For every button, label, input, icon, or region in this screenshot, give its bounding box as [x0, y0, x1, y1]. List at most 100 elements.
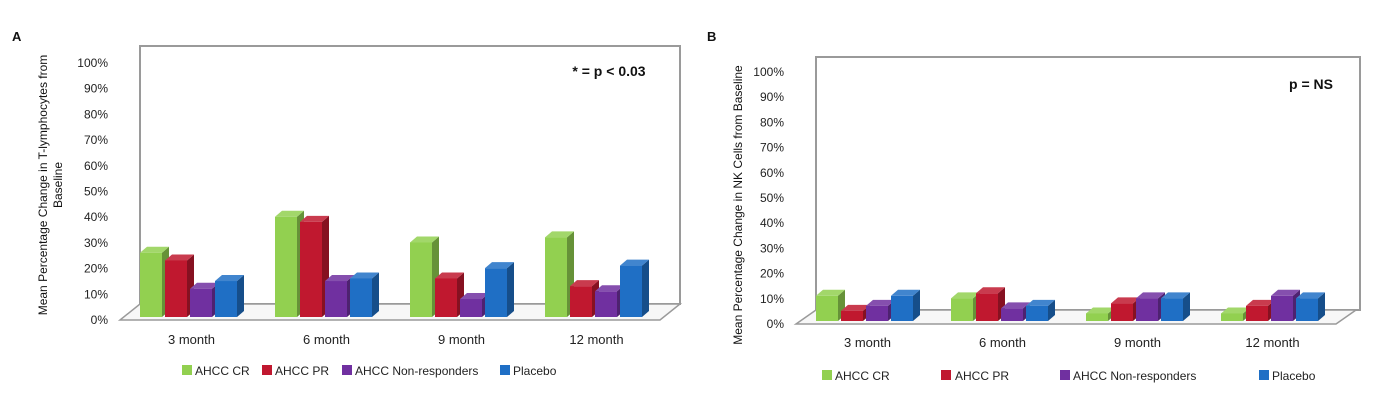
bar-side: [1048, 299, 1055, 321]
y-tick-label: 20%: [760, 267, 784, 281]
bar-top: [1136, 292, 1165, 299]
x-tick-label: 12 month: [569, 332, 623, 347]
bar: [620, 259, 649, 317]
panel-letter: B: [707, 29, 716, 44]
bar-top: [951, 292, 980, 299]
bar: [891, 289, 920, 321]
bar: [165, 254, 194, 317]
legend-swatch: [262, 365, 272, 375]
bar: [816, 289, 845, 321]
legend-label: AHCC Non-responders: [355, 364, 478, 378]
bar-top: [190, 282, 219, 289]
bar: [325, 275, 354, 317]
y-axis-label: Mean Percentage Change in T-lymphocytes …: [36, 55, 50, 316]
bar: [435, 272, 464, 317]
bar: [300, 215, 329, 317]
bar: [190, 282, 219, 317]
plot-floor: [793, 309, 1359, 325]
bar-top: [816, 289, 845, 296]
bar-front: [350, 278, 372, 317]
bar-top: [215, 275, 244, 282]
bar-front: [300, 221, 322, 317]
bar-front: [190, 288, 212, 317]
legend: AHCC CR AHCC PR AHCC Non-responders Placebo: [822, 369, 1316, 383]
legend-label: AHCC CR: [835, 369, 890, 383]
legend-label: AHCC CR: [195, 364, 250, 378]
y-axis-label: Mean Percentage Change in NK Cells from …: [731, 65, 745, 345]
panel-letter: A: [12, 29, 22, 44]
bar-front: [951, 298, 973, 321]
bar-top: [460, 293, 489, 300]
legend-swatch: [1259, 370, 1269, 380]
y-tick-label: 90%: [84, 82, 108, 96]
bar-top: [1246, 299, 1275, 306]
bar-side: [372, 272, 379, 317]
bar-front: [275, 216, 297, 317]
y-tick-label: 50%: [84, 185, 108, 199]
bar: [1271, 289, 1300, 321]
y-tick-label: 70%: [760, 141, 784, 155]
y-axis-label-line2: Baseline: [51, 162, 65, 208]
bar-front: [1246, 305, 1268, 321]
bar: [460, 293, 489, 317]
bar-top: [891, 289, 920, 296]
bar-front: [165, 260, 187, 317]
bar-front: [620, 265, 642, 317]
y-tick-label: 60%: [84, 159, 108, 173]
y-tick-label: 80%: [760, 115, 784, 129]
bar-front: [485, 268, 507, 317]
significance-annotation: p = NS: [1289, 76, 1333, 92]
chart-panel-b: B 0% 10% 20% 30% 40% 50% 60% 70% 80% 90% 100% Mean P…: [707, 29, 1361, 383]
bar-top: [350, 272, 379, 279]
bar-front: [816, 295, 838, 321]
bar: [1111, 297, 1140, 321]
y-tick-label: 40%: [84, 210, 108, 224]
legend-label: Placebo: [1272, 369, 1316, 383]
y-tick-label: 80%: [84, 107, 108, 121]
bar: [1296, 292, 1325, 321]
bar-top: [140, 246, 169, 253]
bar-top: [1271, 289, 1300, 296]
bar-front: [1221, 313, 1243, 321]
bar: [485, 262, 514, 317]
bar: [350, 272, 379, 317]
bar: [1136, 292, 1165, 321]
legend-swatch: [822, 370, 832, 380]
bar-front: [215, 281, 237, 317]
bar-side: [1183, 292, 1190, 321]
bar-front: [841, 310, 863, 321]
bar: [1246, 299, 1275, 321]
bar-front: [866, 305, 888, 321]
x-tick-label: 6 month: [303, 332, 350, 347]
bar-front: [1111, 303, 1133, 321]
x-tick-label: 9 month: [438, 332, 485, 347]
plot-floor: [117, 303, 683, 321]
bar-top: [1111, 297, 1140, 304]
bar-top: [595, 285, 624, 292]
legend-label: AHCC Non-responders: [1073, 369, 1196, 383]
x-tick-label: 6 month: [979, 335, 1026, 350]
bar-front: [570, 286, 592, 317]
legend-swatch: [941, 370, 951, 380]
y-tick-label: 70%: [84, 133, 108, 147]
bar: [570, 280, 599, 317]
legend-label: Placebo: [513, 364, 557, 378]
bar-top: [841, 304, 870, 311]
bar: [410, 236, 439, 317]
significance-annotation: * = p < 0.03: [572, 63, 645, 79]
y-tick-label: 10%: [760, 292, 784, 306]
bar-top: [435, 272, 464, 279]
bar-side: [237, 275, 244, 317]
bar: [215, 275, 244, 317]
bar-front: [140, 252, 162, 317]
bar-top: [300, 215, 329, 222]
bar: [1161, 292, 1190, 321]
x-tick-label: 3 month: [168, 332, 215, 347]
bar-top: [1086, 307, 1115, 314]
bar-front: [1296, 298, 1318, 321]
y-tick-label: 10%: [84, 287, 108, 301]
y-tick-label: 60%: [760, 166, 784, 180]
y-tick-label: 0%: [767, 317, 785, 331]
y-tick-label: 100%: [77, 56, 108, 70]
